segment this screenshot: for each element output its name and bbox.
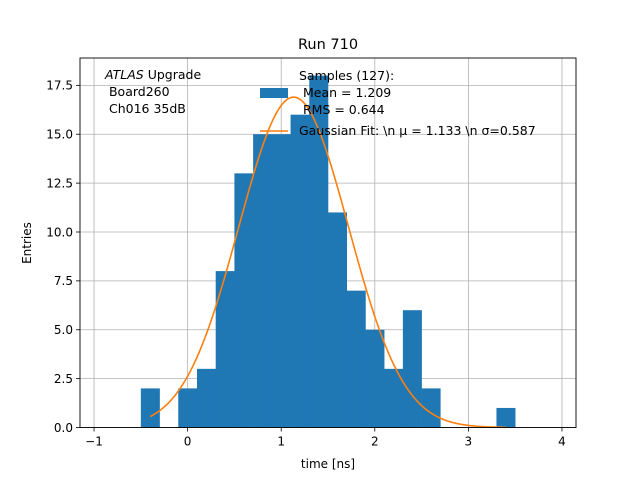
x-tick-label: 0: [184, 435, 192, 449]
y-axis-label: Entries: [20, 222, 34, 264]
histogram-bar: [421, 388, 441, 428]
board-label: Board260: [105, 84, 170, 99]
plot-frame: [79, 57, 577, 428]
histogram-bar: [178, 388, 198, 428]
x-tick-label: 4: [558, 435, 566, 449]
histogram-bar: [384, 368, 404, 428]
y-tick-label: 5.0: [54, 323, 73, 337]
y-tick-label: 10.0: [46, 225, 73, 239]
y-tick-label: 2.5: [54, 372, 73, 386]
y-tick-label: 12.5: [46, 176, 73, 190]
channel-label: Ch016 35dB: [105, 101, 186, 116]
y-axis-ticks: 0.0 2.5 5.0 7.5 10.0 12.5 15.0 17.5: [46, 79, 80, 435]
histogram-bar: [346, 290, 366, 428]
legend-samples-line1: Samples (127):: [299, 68, 394, 83]
histogram-bar: [496, 407, 516, 428]
legend-fit-text: Gaussian Fit: \n μ = 1.133 \n σ=0.587: [299, 123, 536, 138]
y-tick-label: 15.0: [46, 128, 73, 142]
legend: Samples (127): Mean = 1.209 RMS = 0.644 …: [260, 68, 536, 138]
x-axis-ticks: −1 0 1 2 3 4: [85, 427, 566, 449]
y-tick-label: 0.0: [54, 421, 73, 435]
svg-text:ATLAS Upgrade: ATLAS Upgrade: [104, 67, 201, 82]
histogram-bar: [215, 271, 235, 428]
x-tick-label: 1: [277, 435, 285, 449]
histogram-bar: [402, 310, 422, 428]
legend-samples-line2: Mean = 1.209: [299, 85, 391, 100]
atlas-upgrade: Upgrade: [144, 67, 202, 82]
atlas-annotation: ATLAS Upgrade Board260 Ch016 35dB: [104, 67, 201, 116]
chart-title: Run 710: [298, 37, 358, 53]
gaussian-fit-line: [149, 96, 506, 429]
histogram-bar: [140, 388, 160, 428]
x-tick-label: 3: [465, 435, 473, 449]
histogram-bar: [196, 368, 216, 428]
histogram-bar: [328, 212, 348, 428]
histogram-bar: [309, 75, 329, 428]
histogram-bar: [365, 329, 385, 428]
legend-samples-line3: RMS = 0.644: [299, 102, 385, 117]
x-axis-label: time [ns]: [301, 457, 355, 471]
histogram-bar: [290, 114, 310, 428]
histogram-bars: [140, 75, 516, 428]
y-tick-label: 17.5: [46, 79, 73, 93]
histogram-bar: [271, 134, 291, 428]
atlas-label: ATLAS: [104, 67, 144, 82]
histogram-bar: [234, 173, 254, 428]
histogram-bar: [253, 134, 273, 428]
legend-patch-samples: [260, 88, 288, 98]
y-tick-label: 7.5: [54, 274, 73, 288]
x-tick-label: 2: [371, 435, 379, 449]
x-tick-label: −1: [85, 435, 103, 449]
